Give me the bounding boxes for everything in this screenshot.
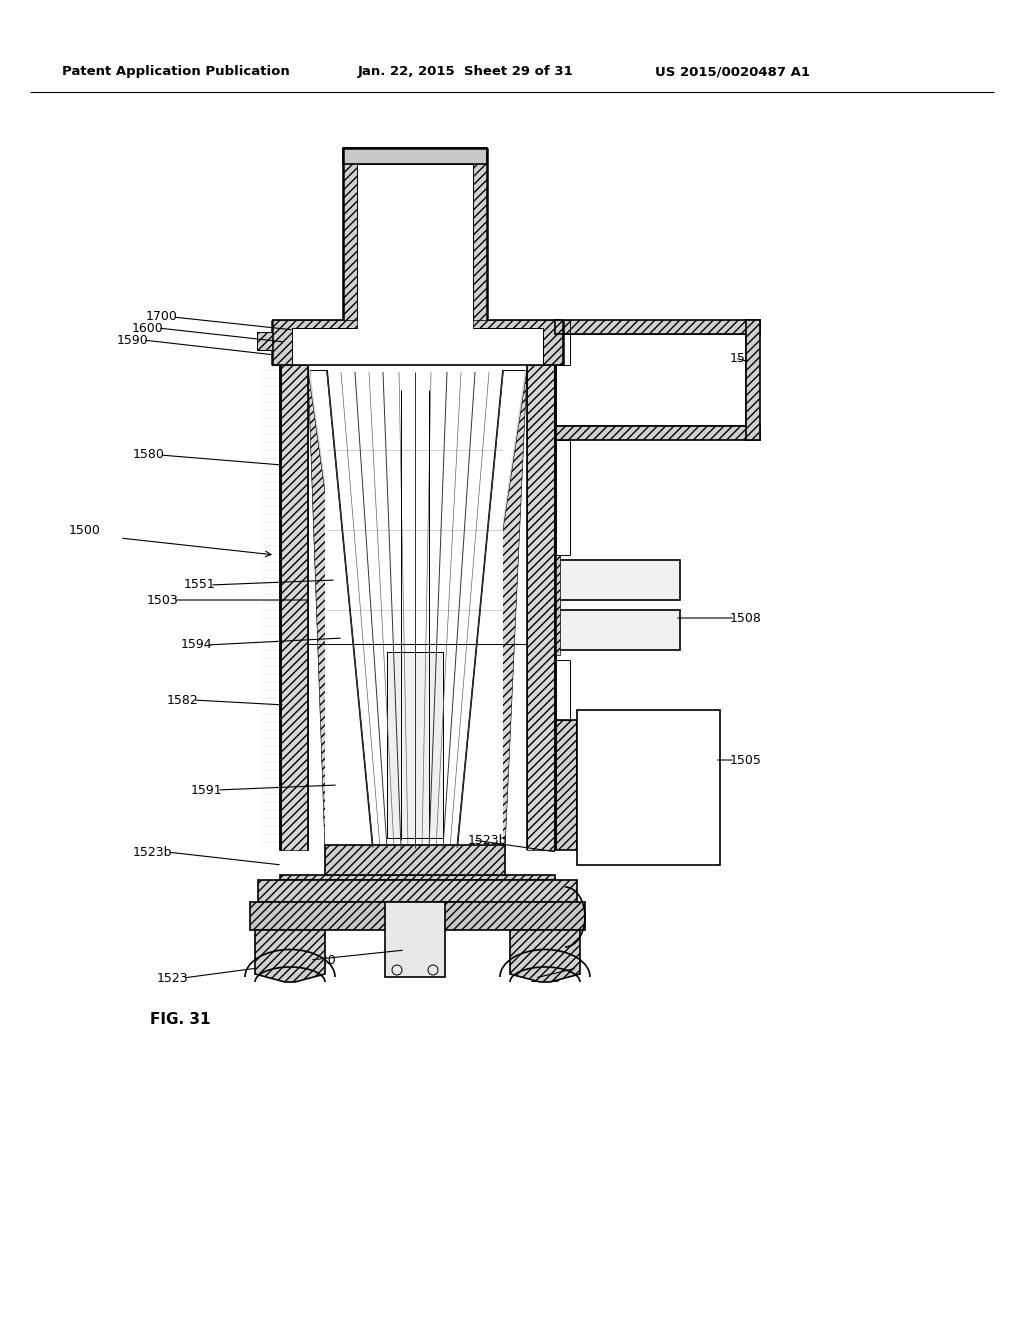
Text: 1520: 1520 — [305, 953, 337, 966]
Polygon shape — [257, 333, 272, 350]
Text: 1500: 1500 — [69, 524, 101, 536]
Bar — [527, 366, 555, 850]
Polygon shape — [308, 370, 373, 850]
Text: FIG. 31: FIG. 31 — [150, 1012, 211, 1027]
Bar — [343, 148, 357, 319]
Polygon shape — [308, 370, 373, 850]
Bar — [280, 875, 555, 880]
Bar — [555, 334, 746, 426]
Polygon shape — [308, 370, 375, 850]
Bar — [258, 880, 577, 902]
Text: 1582: 1582 — [166, 693, 198, 706]
Text: Patent Application Publication: Patent Application Publication — [62, 66, 290, 78]
Text: 1700: 1700 — [146, 310, 178, 323]
Bar — [327, 370, 503, 850]
Polygon shape — [272, 319, 357, 366]
Text: 1600: 1600 — [131, 322, 163, 334]
Bar — [555, 319, 760, 334]
Text: US 2015/0020487 A1: US 2015/0020487 A1 — [655, 66, 810, 78]
Polygon shape — [255, 931, 325, 982]
Text: 1507: 1507 — [730, 351, 762, 364]
Bar — [555, 560, 680, 601]
Text: Jan. 22, 2015  Sheet 29 of 31: Jan. 22, 2015 Sheet 29 of 31 — [358, 66, 573, 78]
Bar — [577, 710, 720, 865]
Bar — [555, 554, 560, 655]
Bar — [343, 148, 487, 164]
Bar — [746, 319, 760, 440]
Polygon shape — [325, 370, 375, 851]
Bar — [555, 610, 680, 649]
Text: 1508: 1508 — [730, 611, 762, 624]
Text: 1523b: 1523b — [468, 833, 508, 846]
Text: 1503: 1503 — [146, 594, 178, 606]
Text: 1523b: 1523b — [132, 846, 172, 858]
Bar — [325, 845, 505, 875]
Text: 1551: 1551 — [183, 578, 215, 591]
Bar — [250, 902, 585, 931]
Text: 1523: 1523 — [157, 972, 188, 985]
Polygon shape — [510, 931, 580, 982]
Polygon shape — [455, 370, 527, 850]
Text: 1590: 1590 — [117, 334, 148, 346]
Bar — [385, 902, 445, 977]
Text: 1594: 1594 — [180, 639, 212, 652]
Polygon shape — [308, 370, 375, 850]
Polygon shape — [455, 370, 527, 850]
Text: 1505: 1505 — [730, 754, 762, 767]
Text: 1580: 1580 — [133, 449, 165, 462]
Bar — [387, 652, 443, 838]
Bar — [555, 719, 577, 850]
Polygon shape — [473, 319, 563, 366]
Bar — [280, 366, 308, 850]
Text: 1523: 1523 — [530, 972, 561, 985]
Bar — [473, 148, 487, 319]
Text: 1591: 1591 — [190, 784, 222, 796]
Bar — [555, 426, 760, 440]
